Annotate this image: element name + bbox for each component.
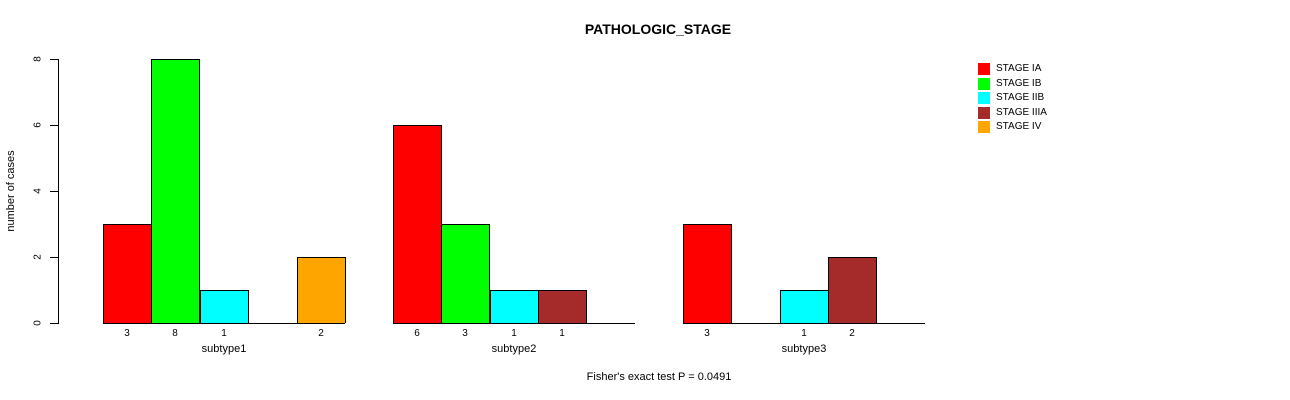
- y-axis-tick: [50, 59, 58, 60]
- y-axis-tick: [50, 257, 58, 258]
- legend-swatch-stage-iiia: [978, 107, 990, 119]
- legend-swatch-stage-iib: [978, 92, 990, 104]
- y-axis-tick-label: 0: [32, 320, 44, 326]
- legend-swatch-stage-ia: [978, 63, 990, 75]
- legend-label: STAGE IB: [996, 78, 1042, 89]
- y-axis-line: [58, 59, 59, 324]
- x-axis-baseline: [103, 323, 345, 324]
- y-axis-tick: [50, 323, 58, 324]
- x-axis-baseline: [393, 323, 635, 324]
- legend-label: STAGE IIB: [996, 92, 1045, 103]
- y-axis-tick: [50, 191, 58, 192]
- bar-stage-iv-subtype1: [297, 257, 346, 323]
- x-axis-category-label: subtype3: [781, 343, 827, 355]
- bar-value-label: 3: [704, 328, 710, 339]
- fisher-test-note: Fisher's exact test P = 0.0491: [586, 371, 732, 383]
- y-axis-tick-label: 6: [32, 122, 44, 128]
- bar-value-label: 2: [318, 328, 324, 339]
- bar-stage-ia-subtype3: [683, 224, 732, 323]
- y-axis-tick-label: 4: [32, 188, 44, 194]
- bar-value-label: 6: [414, 328, 420, 339]
- y-axis-label: number of cases: [5, 150, 17, 232]
- bar-stage-ib-subtype1: [151, 59, 200, 323]
- x-axis-baseline: [683, 323, 925, 324]
- bar-stage-ia-subtype1: [103, 224, 152, 323]
- bar-value-label: 3: [124, 328, 130, 339]
- bar-stage-iib-subtype2: [490, 290, 539, 323]
- bar-stage-iib-subtype1: [200, 290, 249, 323]
- bar-stage-iib-subtype3: [780, 290, 829, 323]
- bar-value-label: 1: [801, 328, 807, 339]
- bar-value-label: 1: [511, 328, 517, 339]
- legend-label: STAGE IIIA: [996, 107, 1047, 118]
- legend-label: STAGE IV: [996, 121, 1042, 132]
- x-axis-category-label: subtype2: [491, 343, 537, 355]
- bar-stage-ib-subtype2: [441, 224, 490, 323]
- chart-title: PATHOLOGIC_STAGE: [584, 21, 732, 37]
- x-axis-category-label: subtype1: [201, 343, 247, 355]
- bar-stage-iiia-subtype3: [828, 257, 877, 323]
- bar-stage-ia-subtype2: [393, 125, 442, 323]
- legend-label: STAGE IA: [996, 63, 1042, 74]
- y-axis-tick-label: 2: [32, 254, 44, 260]
- legend-swatch-stage-ib: [978, 78, 990, 90]
- bar-stage-iiia-subtype2: [538, 290, 587, 323]
- bar-value-label: 1: [559, 328, 565, 339]
- y-axis-tick-label: 8: [32, 56, 44, 62]
- bar-value-label: 8: [172, 328, 178, 339]
- y-axis-tick: [50, 125, 58, 126]
- bar-value-label: 1: [221, 328, 227, 339]
- bar-value-label: 3: [462, 328, 468, 339]
- legend-swatch-stage-iv: [978, 121, 990, 133]
- bar-value-label: 2: [849, 328, 855, 339]
